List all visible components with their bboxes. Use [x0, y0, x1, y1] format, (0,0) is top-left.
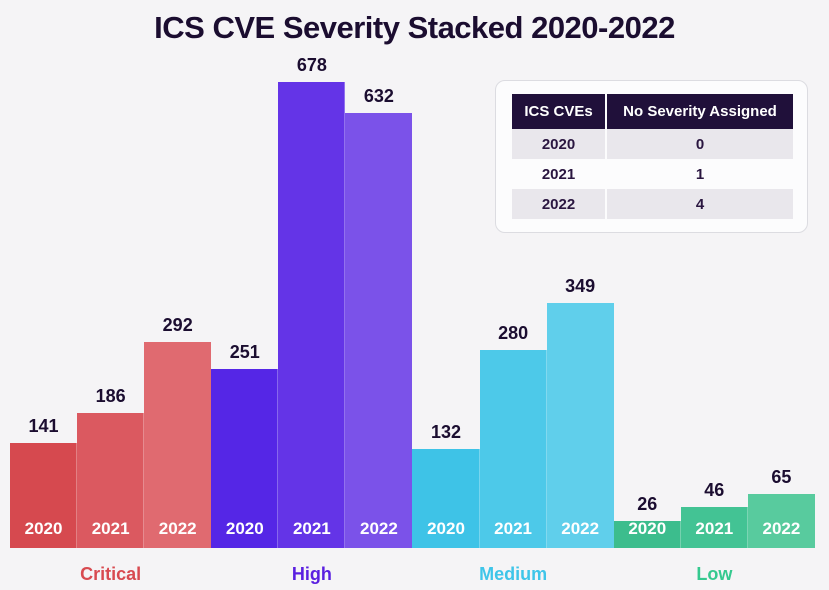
- category-label-medium: Medium: [479, 564, 548, 584]
- category-label-critical: Critical: [80, 564, 142, 584]
- bar: 26 2020: [613, 494, 681, 548]
- bar-value-label: 132: [430, 422, 462, 442]
- no-severity-table: ICS CVEs No Severity Assigned 2020 0 202…: [512, 94, 793, 219]
- bar: 292 2022: [144, 315, 212, 548]
- table-cell-count: 4: [606, 189, 793, 219]
- bar-value-label: 65: [771, 467, 792, 487]
- bar-year-label: 2022: [762, 519, 801, 538]
- bar-critical-2021: 186 2021: [77, 386, 145, 548]
- bar: 65 2022: [747, 467, 815, 548]
- bar: 251 2020: [211, 342, 279, 548]
- chart-title: ICS CVE Severity Stacked 2020-2022: [154, 10, 675, 45]
- category-label-high: High: [291, 564, 332, 584]
- bar-low-2021: 46 2021: [680, 480, 748, 548]
- bar-value-label: 46: [704, 480, 725, 500]
- bar-year-label: 2022: [360, 519, 398, 538]
- bar-chart: 141 2020 186 2021 292 2022 251 2020: [10, 55, 815, 548]
- bar-year-label: 2020: [24, 519, 63, 538]
- bar-high-2021: 678 2021: [278, 55, 346, 548]
- bar: 349 2022: [546, 276, 614, 548]
- table-row-2021: 2021 1: [512, 159, 793, 189]
- bar-value-label: 280: [498, 323, 529, 343]
- bar: 132 2020: [412, 422, 480, 548]
- bar-critical-2022: 292 2022: [144, 315, 212, 548]
- category-label-low: Low: [696, 564, 733, 584]
- bar-value-label: 141: [28, 416, 59, 436]
- bar: 678 2021: [278, 55, 346, 548]
- table-cell-year: 2022: [512, 189, 607, 219]
- bar: 141 2020: [10, 416, 78, 548]
- bar-critical-2020: 141 2020: [10, 416, 78, 548]
- bar-value-label: 292: [162, 315, 193, 335]
- table-cell-year: 2021: [512, 159, 607, 189]
- bar-medium-2020: 132 2020: [412, 422, 480, 548]
- bar-year-label: 2021: [292, 519, 331, 538]
- bar-high-2022: 632 2022: [345, 86, 413, 548]
- bar-year-label: 2021: [91, 519, 130, 538]
- bar: 632 2022: [345, 86, 413, 548]
- bar-year-label: 2022: [561, 519, 600, 538]
- table-cell-count: 0: [606, 129, 793, 159]
- bar-year-label: 2020: [628, 519, 667, 538]
- bar-year-label: 2020: [225, 519, 264, 538]
- table-cell-year: 2020: [512, 129, 607, 159]
- category-labels-row: Critical High Medium Low: [10, 564, 815, 585]
- table-cell-count: 1: [606, 159, 793, 189]
- bar-value-label: 251: [229, 342, 260, 362]
- bar-low-2020: 26 2020: [613, 494, 681, 548]
- bar-medium-2022: 349 2022: [546, 276, 614, 548]
- bar: 280 2021: [479, 323, 547, 548]
- bar-low-2022: 65 2022: [747, 467, 815, 548]
- bar: 186 2021: [77, 386, 145, 548]
- bar-year-label: 2021: [695, 519, 734, 538]
- bar-value-label: 186: [95, 386, 126, 406]
- bar-medium-2021: 280 2021: [479, 323, 547, 548]
- table-header-row: ICS CVEs No Severity Assigned: [512, 94, 793, 129]
- table-header-no-severity-assigned: No Severity Assigned: [606, 94, 793, 129]
- bar: 46 2021: [680, 480, 748, 548]
- bar-year-label: 2020: [427, 519, 465, 538]
- bar-value-label: 678: [296, 55, 327, 75]
- bar-value-label: 349: [565, 276, 596, 296]
- no-severity-card: ICS CVEs No Severity Assigned 2020 0 202…: [495, 80, 808, 233]
- bar-year-label: 2021: [494, 519, 532, 538]
- bar-value-label: 26: [637, 494, 658, 514]
- bar-value-label: 632: [363, 86, 394, 106]
- table-row-2022: 2022 4: [512, 189, 793, 219]
- table-row-2020: 2020 0: [512, 129, 793, 159]
- table-header-ics-cves: ICS CVEs: [512, 94, 607, 129]
- bar-year-label: 2022: [158, 519, 197, 538]
- bar-high-2020: 251 2020: [211, 342, 279, 548]
